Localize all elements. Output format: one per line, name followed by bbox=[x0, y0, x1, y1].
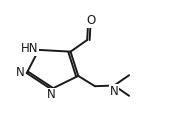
Text: N: N bbox=[47, 88, 56, 101]
Text: HN: HN bbox=[21, 42, 38, 55]
Text: O: O bbox=[87, 14, 96, 27]
Text: N: N bbox=[16, 66, 24, 79]
Text: N: N bbox=[110, 85, 119, 98]
